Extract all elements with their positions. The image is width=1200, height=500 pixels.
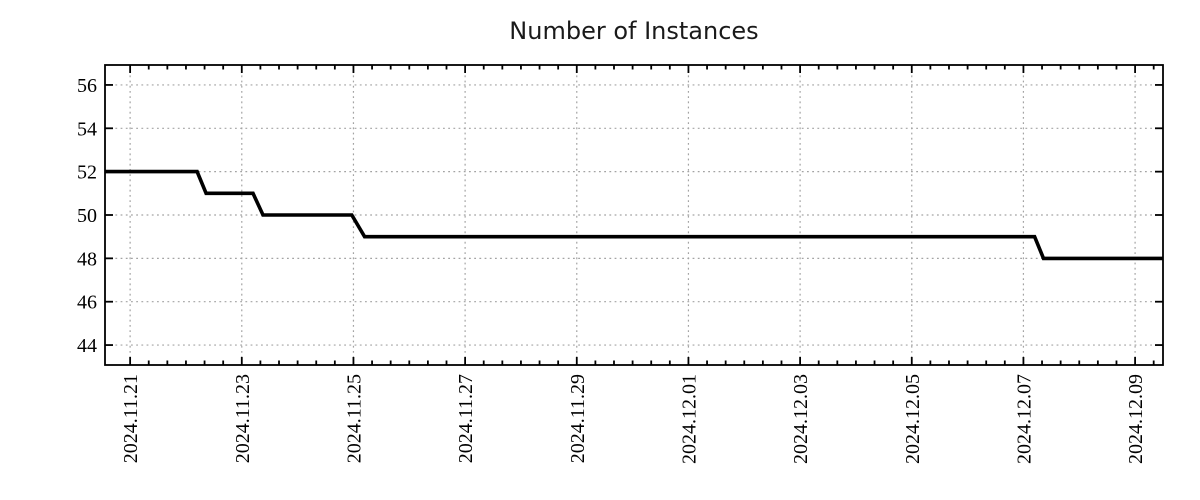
x-tick-label: 2024.12.01	[678, 374, 700, 464]
x-tick-label: 2024.12.05	[902, 374, 924, 464]
x-tick-label: 2024.12.07	[1013, 374, 1035, 464]
y-tick-labels: 44 46 48 50 52 54 56	[77, 75, 97, 357]
data-line	[105, 169, 1163, 261]
chart-title: Number of Instances	[509, 17, 758, 45]
y-tick-label: 52	[77, 162, 97, 184]
x-tick-label: 2024.11.25	[343, 374, 365, 463]
y-tick-label: 48	[77, 248, 97, 270]
grid-lines	[105, 65, 1163, 365]
tick-marks	[105, 65, 1163, 365]
y-tick-label: 46	[77, 292, 97, 314]
y-tick-label: 56	[77, 75, 97, 97]
x-tick-label: 2024.11.21	[120, 374, 142, 463]
x-tick-labels: 2024.11.21 2024.11.23 2024.11.25 2024.11.27…	[120, 374, 1147, 464]
series-lines	[105, 169, 1163, 261]
x-tick-label: 2024.11.23	[232, 374, 254, 463]
y-tick-label: 50	[77, 205, 97, 227]
y-tick-label: 44	[77, 335, 97, 357]
x-tick-label: 2024.11.29	[567, 374, 589, 463]
x-tick-label: 2024.11.27	[455, 374, 477, 463]
x-tick-label: 2024.12.03	[790, 374, 812, 464]
x-tick-label: 2024.12.09	[1125, 374, 1147, 464]
y-tick-label: 54	[77, 118, 97, 140]
